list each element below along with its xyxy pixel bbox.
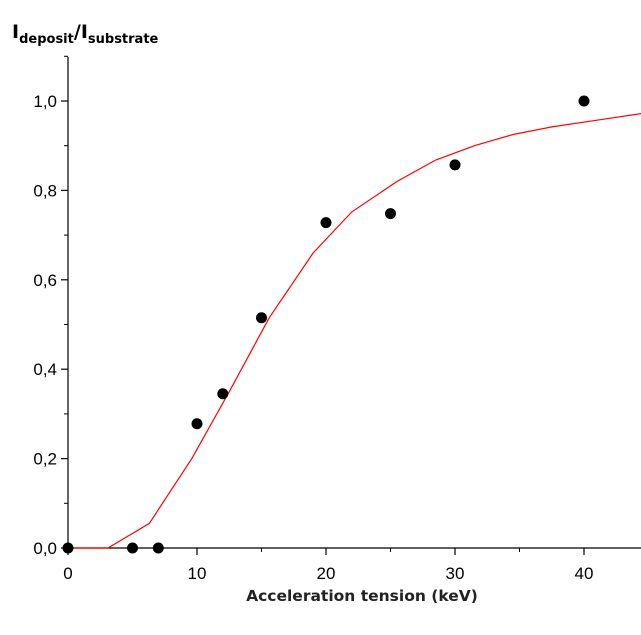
- data-point: [385, 208, 396, 220]
- data-point: [127, 542, 138, 554]
- data-point: [62, 542, 74, 554]
- x-tick-label: 10: [188, 564, 207, 583]
- data-point: [578, 95, 590, 107]
- y-axis-title-part: deposit: [19, 32, 74, 47]
- fit-curve: [68, 113, 641, 549]
- y-tick-label: 0,8: [33, 181, 57, 200]
- y-tick-label: 0,0: [33, 539, 57, 558]
- data-point: [320, 217, 332, 229]
- data-point: [449, 159, 461, 171]
- y-axis-title-part: substrate: [88, 32, 159, 47]
- data-point: [152, 542, 164, 554]
- y-axis-title: Ideposit/Isubstrate: [12, 21, 159, 47]
- y-axis-title-part: I: [81, 21, 88, 43]
- y-tick-label: 0,4: [33, 360, 57, 379]
- x-tick-label: 0: [63, 564, 72, 583]
- data-point: [191, 418, 203, 430]
- data-point: [256, 312, 267, 324]
- x-axis-title: Acceleration tension (keV): [246, 587, 478, 605]
- y-tick-label: 0,2: [33, 450, 57, 469]
- y-axis-title-part: I: [12, 21, 19, 43]
- y-axis-title-part: /: [74, 21, 81, 43]
- x-tick-label: 30: [446, 564, 465, 583]
- x-tick-label: 20: [317, 564, 336, 583]
- x-tick-label: 40: [575, 564, 594, 583]
- y-tick-label: 0,6: [33, 271, 57, 290]
- y-tick-label: 1,0: [33, 92, 57, 111]
- data-point: [217, 388, 229, 400]
